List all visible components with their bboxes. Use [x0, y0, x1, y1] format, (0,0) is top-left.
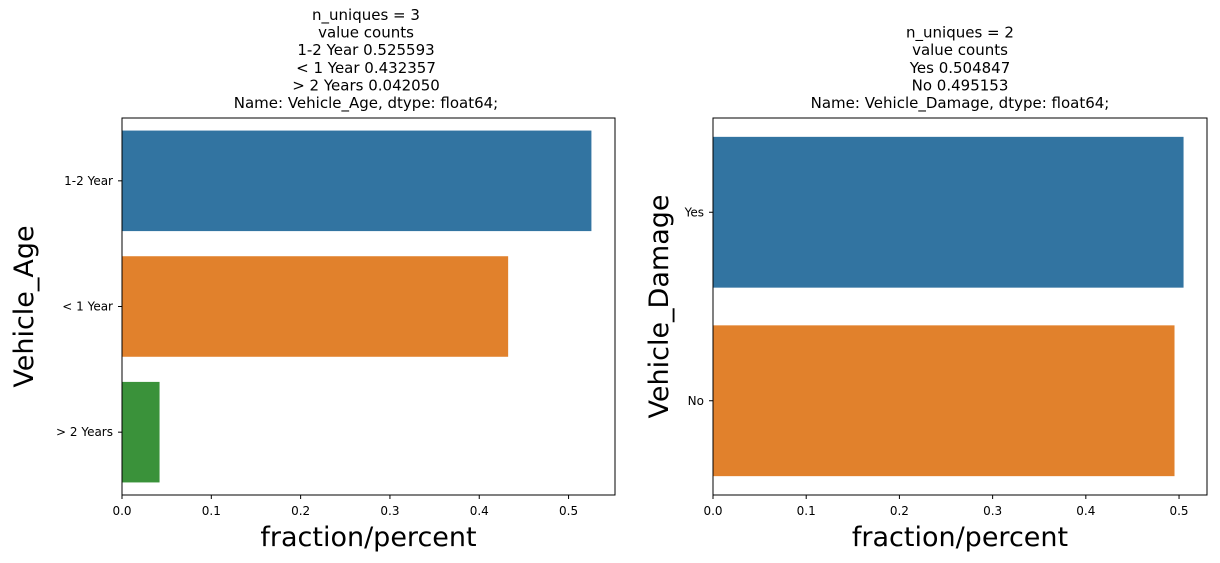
- chart-title-line: Yes 0.504847: [909, 59, 1011, 77]
- x-tick-label: 0.2: [890, 504, 909, 518]
- x-tick-label: 0.4: [470, 504, 489, 518]
- bar-2: [122, 381, 160, 483]
- chart-title-line: value counts: [912, 41, 1008, 59]
- chart-title-line: Name: Vehicle_Damage, dtype: float64;: [811, 94, 1110, 113]
- x-tick-label: 0.1: [797, 504, 816, 518]
- chart-title-line: Name: Vehicle_Age, dtype: float64;: [234, 94, 498, 113]
- y-axis-label: Vehicle_Age: [9, 225, 40, 387]
- x-tick-label: 0.1: [202, 504, 221, 518]
- plot-frame: [121, 117, 616, 496]
- chart-title-line: n_uniques = 2: [906, 24, 1014, 43]
- chart-title-line: No 0.495153: [912, 76, 1009, 94]
- x-axis-label: fraction/percent: [852, 522, 1068, 553]
- x-tick-label: 0.4: [1076, 504, 1095, 518]
- y-tick-label: > 2 Years: [56, 425, 113, 439]
- y-tick-label: 1-2 Year: [64, 174, 113, 188]
- chart-title-line: value counts: [318, 24, 414, 42]
- chart-title-line: < 1 Year 0.432357: [296, 59, 436, 77]
- x-tick-label: 0.0: [112, 504, 131, 518]
- y-tick-label: < 1 Year: [62, 300, 113, 314]
- x-tick-label: 0.5: [1169, 504, 1188, 518]
- bar-1: [122, 256, 509, 357]
- y-tick-label: Yes: [684, 205, 704, 219]
- bar-1: [713, 325, 1175, 477]
- x-tick-label: 0.5: [559, 504, 578, 518]
- x-tick-label: 0.2: [291, 504, 310, 518]
- plot-frame: [712, 117, 1208, 496]
- chart-title-line: > 2 Years 0.042050: [292, 76, 440, 94]
- bar-0: [122, 130, 592, 232]
- y-tick-label: No: [688, 394, 704, 408]
- x-axis-label: fraction/percent: [260, 522, 476, 553]
- bar-0: [713, 136, 1184, 288]
- x-tick-label: 0.3: [983, 504, 1002, 518]
- x-tick-label: 0.0: [703, 504, 722, 518]
- x-tick-label: 0.3: [380, 504, 399, 518]
- chart-title-line: 1-2 Year 0.525593: [297, 41, 434, 59]
- y-axis-label: Vehicle_Damage: [644, 195, 675, 419]
- chart-title-line: n_uniques = 3: [312, 6, 420, 25]
